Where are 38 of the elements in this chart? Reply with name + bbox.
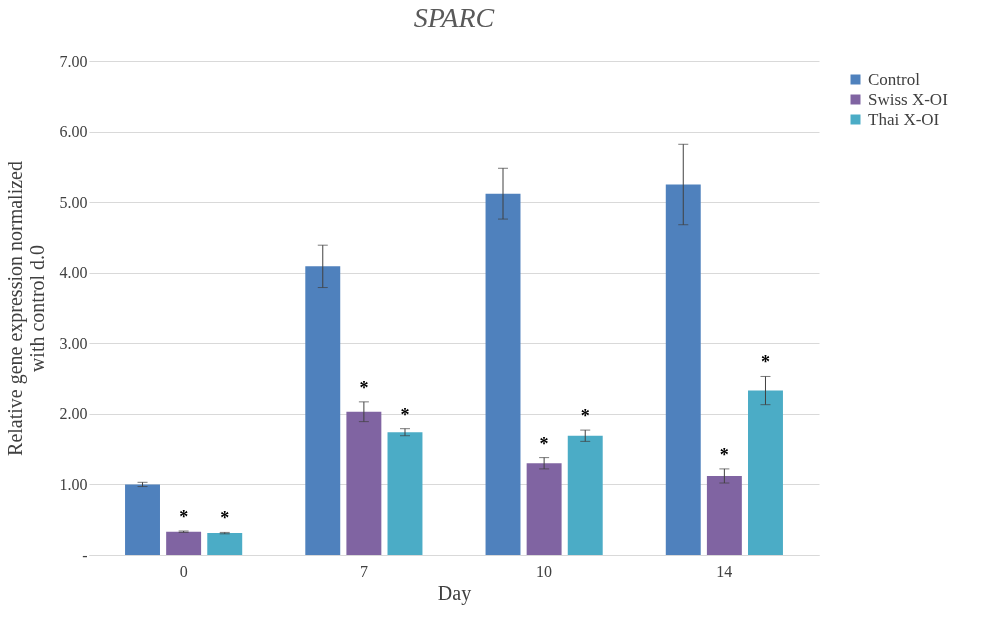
bar <box>346 411 382 555</box>
y-tick-label: 6.00 <box>59 123 88 141</box>
data-label: * <box>719 444 729 465</box>
x-axis-title: Day <box>437 581 472 605</box>
bar <box>305 266 341 555</box>
data-label: * <box>580 406 590 427</box>
data-label: * <box>359 377 369 398</box>
bar <box>207 533 243 555</box>
legend-label: Control <box>868 69 921 89</box>
legend-label: Thai X-OI <box>868 109 940 129</box>
x-tick-label: 7 <box>359 562 368 580</box>
y-tick-label: 5.00 <box>59 193 88 211</box>
bar <box>706 475 742 555</box>
y-tick-label: 1.00 <box>59 475 88 493</box>
bar <box>526 463 562 555</box>
y-tick-label: - <box>82 546 88 564</box>
x-tick-label: 10 <box>536 562 553 580</box>
data-label: * <box>539 433 549 454</box>
bar <box>485 193 521 555</box>
data-label: * <box>760 352 770 373</box>
bar <box>125 484 160 555</box>
bar <box>166 531 202 555</box>
x-tick-label: 14 <box>716 562 733 580</box>
bar <box>387 432 423 555</box>
legend-label: Swiss X-OI <box>868 89 949 109</box>
y-axis-title: Relative gene expression normalized with control d.0 <box>3 161 48 456</box>
data-label: * <box>179 507 189 528</box>
x-tick-label: 0 <box>179 562 188 580</box>
bar <box>567 435 603 555</box>
bar <box>665 184 701 555</box>
y-tick-label: 2.00 <box>59 405 88 423</box>
data-label: * <box>220 508 230 529</box>
bar <box>748 390 783 555</box>
chart-title: SPARC <box>413 2 495 33</box>
y-tick-label: 3.00 <box>59 334 88 352</box>
y-tick-label: 7.00 <box>59 52 88 70</box>
data-label: * <box>400 404 410 425</box>
y-tick-label: 4.00 <box>59 264 88 282</box>
